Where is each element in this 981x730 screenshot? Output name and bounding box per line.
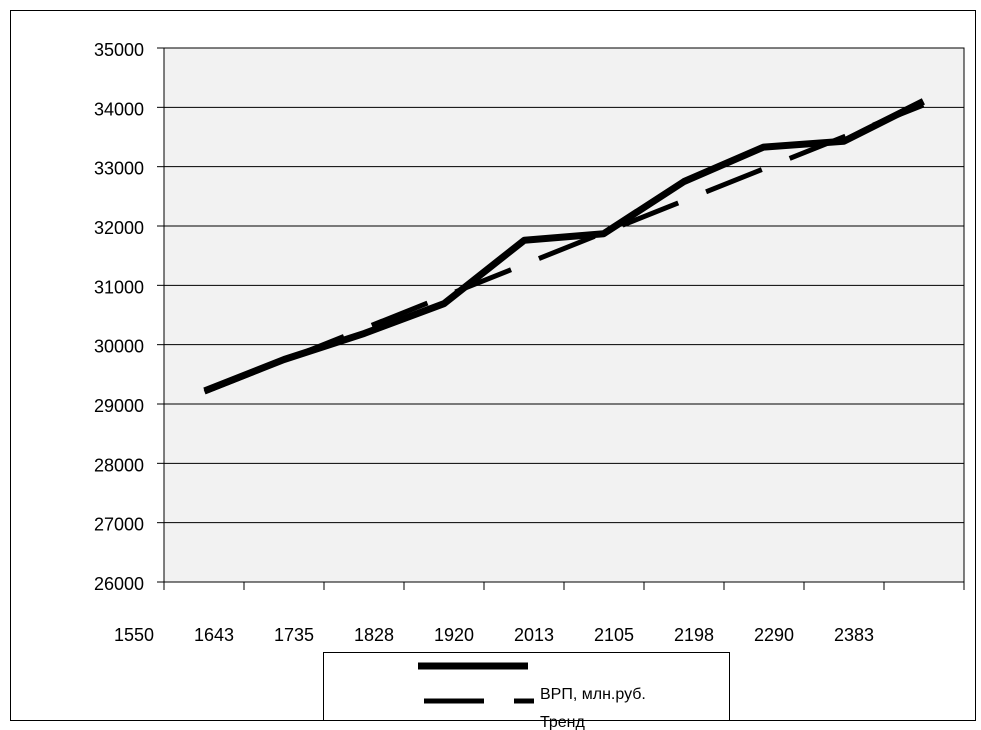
y-tick-label: 26000 [94, 574, 144, 594]
x-tick-label: 2383 [834, 625, 874, 645]
legend-label-series-1: Тренд [540, 714, 586, 730]
y-tick-label: 33000 [94, 159, 144, 179]
axis-layer: 26000 27000 28000 29000 30000 31000 32000 33000… [94, 40, 965, 645]
x-tick-label: 2013 [514, 625, 554, 645]
x-tick-label: 1735 [274, 625, 314, 645]
x-tick-label: 1550 [114, 625, 154, 645]
series-layer [203, 98, 925, 395]
series-line-vrp [203, 98, 925, 395]
grid-layer [164, 47, 964, 524]
y-tick-label: 35000 [94, 40, 144, 60]
y-tick-label: 27000 [94, 515, 144, 535]
x-tick-label: 2290 [754, 625, 794, 645]
x-tick-label: 1920 [434, 625, 474, 645]
x-tick-label: 2198 [674, 625, 714, 645]
legend-label-series-0: ВРП, млн.руб. [540, 686, 646, 703]
y-tick-label: 31000 [94, 277, 144, 297]
y-tick-label: 29000 [94, 396, 144, 416]
legend: ВРП, млн.руб. Тренд [323, 652, 730, 730]
x-tick-label: 1643 [194, 625, 234, 645]
x-tick-label: 2105 [594, 625, 634, 645]
plot-area [163, 47, 965, 583]
y-tick-label: 28000 [94, 455, 144, 475]
x-tick-label: 1828 [354, 625, 394, 645]
y-tick-label: 34000 [94, 99, 144, 119]
y-tick-label: 32000 [94, 218, 144, 238]
y-tick-label: 30000 [94, 337, 144, 357]
